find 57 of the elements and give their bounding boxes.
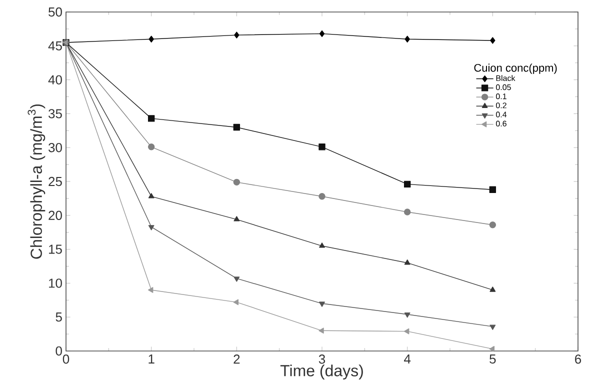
point bbox=[148, 193, 154, 198]
x-tick-label: 0 bbox=[62, 354, 70, 364]
y-axis-title: Chlorophyll-a (mg/m$^{3}$) bbox=[28, 104, 46, 259]
point bbox=[404, 328, 410, 334]
x-tick-label: 6 bbox=[575, 354, 582, 364]
point bbox=[404, 180, 411, 188]
point bbox=[318, 328, 324, 334]
x-tick-label: 3 bbox=[318, 354, 326, 364]
y-tick-label: 40 bbox=[48, 75, 62, 84]
legend-label: Black bbox=[496, 75, 516, 81]
point bbox=[490, 37, 496, 44]
point bbox=[404, 312, 410, 318]
point bbox=[319, 30, 325, 38]
point bbox=[148, 225, 154, 230]
point bbox=[318, 144, 326, 150]
y-tick-label: 15 bbox=[49, 244, 62, 254]
y-tick-label: 0 bbox=[56, 346, 62, 356]
point bbox=[490, 286, 496, 292]
y-tick-label: 20 bbox=[48, 210, 62, 220]
point bbox=[404, 260, 410, 265]
x-axis-title: Time (days) bbox=[280, 364, 363, 380]
point bbox=[490, 324, 496, 330]
point bbox=[234, 276, 240, 282]
legend-title: Cuion conc(ppm) bbox=[474, 64, 557, 74]
x-tick-label: 5 bbox=[490, 354, 496, 364]
y-tick-label: 35 bbox=[48, 109, 62, 118]
point bbox=[148, 287, 154, 293]
y-tick-label: 50 bbox=[48, 7, 62, 17]
point bbox=[318, 193, 326, 200]
legend-label: 0.6 bbox=[496, 120, 506, 126]
point bbox=[233, 124, 240, 131]
point bbox=[319, 242, 325, 248]
point bbox=[489, 346, 495, 352]
x-tick-label: 2 bbox=[234, 354, 240, 364]
point bbox=[489, 222, 496, 228]
point bbox=[233, 299, 239, 306]
legend-label: 0.1 bbox=[496, 94, 506, 100]
y-tick-label: 5 bbox=[56, 312, 62, 322]
point bbox=[148, 36, 154, 42]
x-tick-label: 4 bbox=[404, 354, 411, 364]
point bbox=[148, 115, 155, 122]
y-tick-label: 25 bbox=[48, 176, 62, 186]
y-tick-label: 10 bbox=[49, 278, 62, 288]
legend-label: 0.4 bbox=[496, 112, 507, 118]
point bbox=[489, 186, 496, 193]
point bbox=[404, 208, 411, 216]
point bbox=[234, 216, 240, 222]
point bbox=[233, 178, 240, 186]
legend-label: 0.2 bbox=[496, 102, 506, 108]
point bbox=[234, 32, 240, 38]
y-tick-label: 45 bbox=[48, 41, 62, 50]
point bbox=[148, 144, 155, 150]
point bbox=[404, 36, 410, 42]
point bbox=[319, 302, 325, 307]
x-tick-label: 1 bbox=[148, 354, 154, 364]
y-tick-label: 30 bbox=[48, 142, 62, 152]
legend-label: 0.05 bbox=[496, 84, 511, 90]
